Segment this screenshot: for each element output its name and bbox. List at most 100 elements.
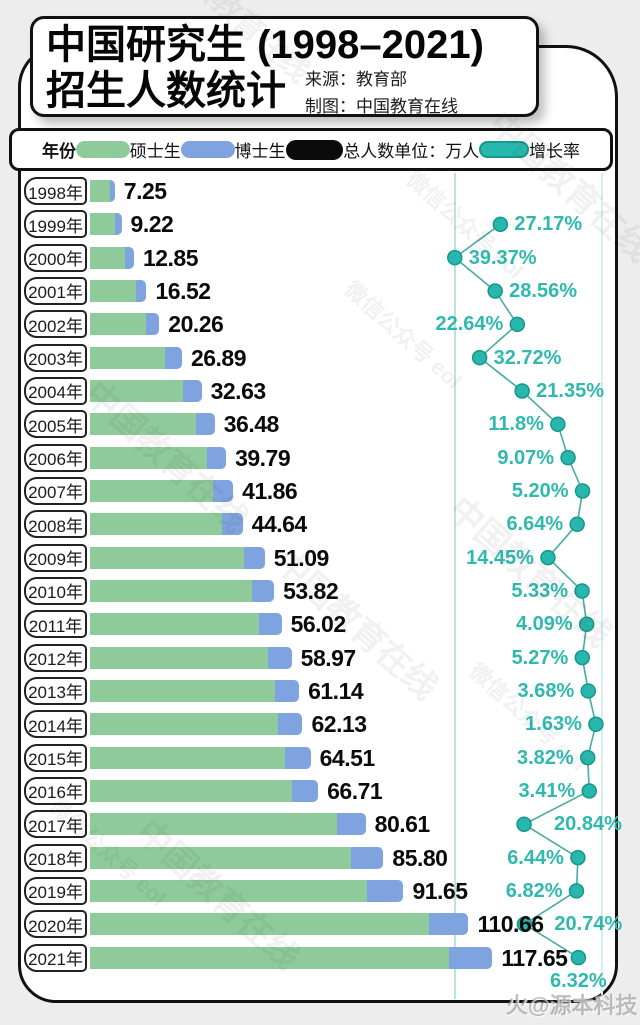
growth-dot — [569, 516, 585, 533]
year-pill: 2005年 — [24, 410, 87, 439]
gridline-40pct — [454, 173, 456, 999]
growth-dot — [568, 883, 585, 899]
total-value-label: 44.64 — [251, 511, 308, 538]
bar-master-segment — [90, 879, 368, 902]
legend-year-label: 年份 — [42, 142, 76, 161]
total-value-label: 7.25 — [123, 178, 167, 204]
year-pill: 2001年 — [24, 276, 87, 305]
bar — [90, 346, 182, 369]
bar-doctor-segment — [165, 346, 182, 369]
bar — [90, 946, 493, 969]
bar-master-segment — [90, 213, 115, 236]
bar-master-segment — [90, 413, 196, 436]
total-value-label: 16.52 — [155, 277, 211, 304]
year-pill: 2019年 — [24, 876, 87, 905]
total-value-label: 66.71 — [327, 777, 383, 804]
growth-dot — [447, 249, 463, 266]
source-block: 来源：教育部 制图：中国教育在线 — [305, 66, 458, 120]
growth-dot — [570, 949, 587, 966]
total-value-label: 53.82 — [283, 577, 339, 604]
bar-doctor-segment — [274, 679, 300, 702]
bar — [90, 246, 134, 269]
bar — [90, 813, 366, 836]
bar-doctor-segment — [268, 646, 292, 669]
bar-master-segment — [90, 479, 214, 502]
bar-master-segment — [90, 180, 110, 202]
bar — [90, 413, 215, 436]
title-line-2: 招生人数统计 — [46, 69, 286, 113]
bar-doctor-segment — [206, 446, 227, 469]
year-pill: 2006年 — [24, 443, 87, 472]
total-value-label: 110.66 — [477, 911, 544, 938]
bar-doctor-segment — [277, 713, 303, 736]
growth-dot — [487, 283, 503, 299]
total-value-label: 61.14 — [308, 677, 364, 704]
year-pill: 2012年 — [24, 643, 87, 672]
bar-master-segment — [90, 813, 337, 836]
bar-master-segment — [90, 779, 292, 802]
bar-doctor-segment — [291, 779, 319, 802]
year-pill: 2010年 — [24, 576, 87, 605]
year-pill: 2021年 — [24, 943, 87, 972]
bar-master-segment — [90, 346, 166, 369]
title-card: 中国研究生 (1998–2021) 招生人数统计 来源：教育部 制图：中国教育在… — [30, 16, 539, 117]
total-value-label: 12.85 — [142, 244, 199, 271]
bar-master-segment — [90, 846, 351, 869]
growth-dot — [516, 816, 532, 833]
bar-master-segment — [90, 579, 253, 602]
bar — [90, 579, 275, 602]
bar-doctor-segment — [350, 846, 384, 869]
growth-dot — [578, 616, 595, 633]
growth-dot — [588, 716, 604, 733]
bar — [90, 213, 122, 236]
year-pill: 1999年 — [24, 210, 87, 239]
growth-dot — [514, 383, 530, 399]
growth-dot — [579, 749, 596, 766]
bar — [90, 379, 202, 402]
bar — [90, 613, 282, 636]
growth-dot — [509, 316, 526, 333]
bar-doctor-segment — [125, 246, 134, 269]
bar-master-segment — [90, 546, 244, 569]
bar — [90, 846, 384, 869]
total-value-label: 20.26 — [168, 311, 224, 338]
title-line-1: 中国研究生 (1998–2021) — [46, 23, 484, 67]
page-title: 中国研究生 (1998–2021) 招生人数统计 — [46, 22, 484, 114]
bar-doctor-segment — [109, 180, 115, 202]
total-value-label: 62.13 — [311, 711, 367, 738]
legend-total-swatch — [285, 139, 344, 160]
bar-master-segment — [90, 646, 269, 669]
total-value-label: 80.61 — [374, 811, 431, 838]
credit-label: 制图：中国教育在线 — [305, 97, 458, 116]
bar — [90, 279, 147, 302]
year-pill: 2020年 — [24, 910, 87, 939]
total-value-label: 51.09 — [273, 544, 330, 571]
total-value-label: 39.79 — [235, 444, 291, 471]
legend-master-swatch — [76, 141, 130, 158]
year-pill: 2016年 — [24, 776, 87, 805]
bar-doctor-segment — [135, 279, 147, 302]
year-pill: 2015年 — [24, 743, 87, 772]
year-pill: 2008年 — [24, 510, 87, 539]
total-value-label: 41.86 — [242, 477, 298, 504]
total-value-label: 64.51 — [319, 744, 376, 771]
year-pill: 2009年 — [24, 543, 87, 572]
total-value-label: 58.97 — [300, 644, 357, 671]
bar-doctor-segment — [449, 946, 493, 969]
total-value-label: 32.63 — [210, 377, 267, 404]
growth-dot — [574, 649, 591, 666]
bar-doctor-segment — [285, 746, 311, 769]
growth-dot — [550, 416, 566, 433]
legend-growth-swatch — [479, 141, 529, 158]
bar-doctor-segment — [183, 379, 202, 402]
bar-doctor-segment — [428, 913, 469, 936]
bar — [90, 479, 234, 502]
bar-doctor-segment — [367, 879, 404, 902]
growth-dot — [540, 549, 556, 566]
bar — [90, 879, 404, 902]
legend-master-label: 硕士生 — [129, 142, 181, 161]
total-value-label: 91.65 — [412, 877, 468, 904]
bar-master-segment — [90, 679, 275, 702]
bar-master-segment — [90, 446, 207, 469]
